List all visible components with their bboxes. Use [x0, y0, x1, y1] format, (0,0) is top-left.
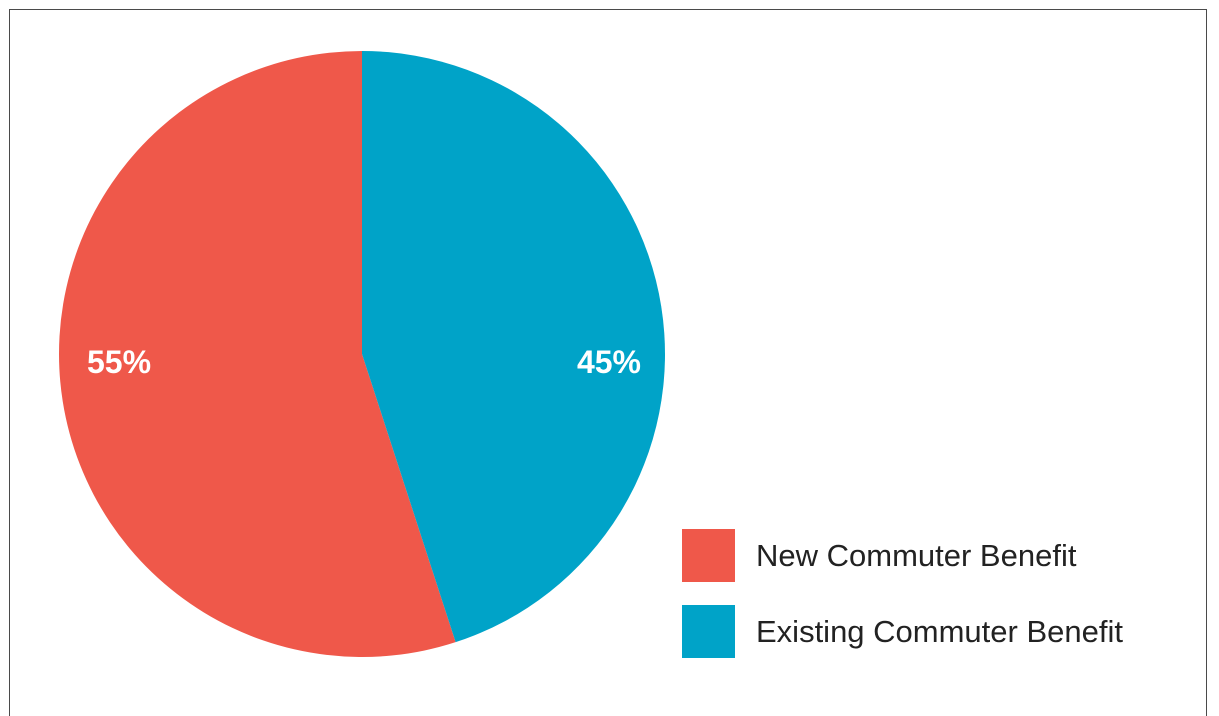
- legend-item-existing-commuter-benefit: Existing Commuter Benefit: [682, 605, 1123, 658]
- pie-slice-existing-commuter-benefit: [362, 51, 665, 643]
- legend-item-new-commuter-benefit: New Commuter Benefit: [682, 529, 1123, 582]
- pie-slice-label-new-commuter-benefit: 55%: [87, 344, 151, 380]
- pie-slice-labels: 55% 45%: [87, 344, 641, 380]
- pie-slice-new-commuter-benefit: [58, 51, 456, 657]
- pie-slices: [58, 51, 665, 657]
- legend-swatch-new-commuter-benefit: [682, 529, 735, 582]
- legend-label-existing-commuter-benefit: Existing Commuter Benefit: [756, 613, 1123, 649]
- legend-swatch-existing-commuter-benefit: [682, 605, 735, 658]
- pie-slice-label-existing-commuter-benefit: 45%: [577, 344, 641, 380]
- legend-label-new-commuter-benefit: New Commuter Benefit: [756, 537, 1077, 573]
- legend: New Commuter Benefit Existing Commuter B…: [682, 529, 1123, 681]
